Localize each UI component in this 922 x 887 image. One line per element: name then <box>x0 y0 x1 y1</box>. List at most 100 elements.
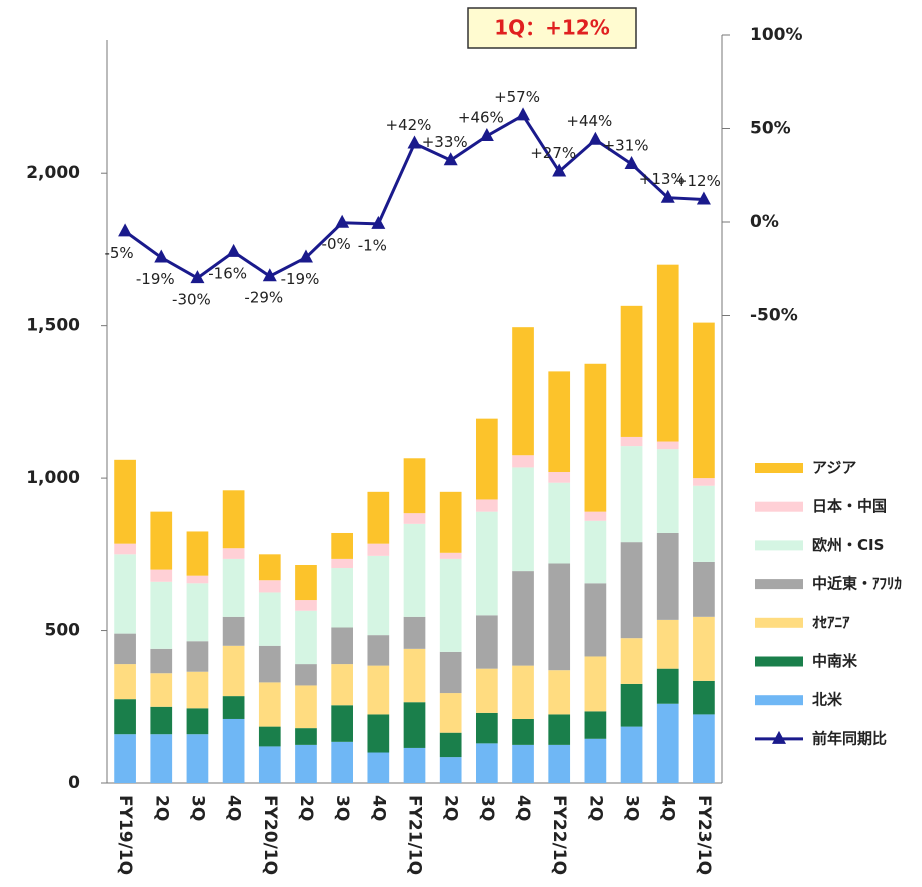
x-tick-label: FY23/1Q <box>694 795 714 875</box>
bar-segment <box>403 747 426 783</box>
bar-segment <box>656 703 679 783</box>
line-marker <box>660 189 675 203</box>
bar-segment <box>186 531 209 576</box>
bar-segment <box>367 635 390 666</box>
bar-segment <box>222 616 245 646</box>
bar-segment <box>476 499 498 512</box>
bar-segment <box>258 682 281 727</box>
bar-segment <box>186 708 209 735</box>
legend-swatch <box>755 617 803 628</box>
bar-segment <box>656 264 679 442</box>
bar-segment <box>403 648 426 703</box>
bar-segment <box>439 491 462 553</box>
line-marker <box>298 249 313 263</box>
line-marker <box>407 135 422 149</box>
bar-segment <box>403 513 426 524</box>
bar-segment <box>439 552 462 559</box>
bar-segment <box>476 418 498 500</box>
x-tick-label: 4Q <box>513 795 533 821</box>
bar-segment <box>584 656 607 712</box>
bar-segment <box>584 583 607 657</box>
bar-segment <box>331 741 353 783</box>
data-label: -29% <box>244 289 283 307</box>
y-tick-label: 1,500 <box>26 316 80 336</box>
bar-segment <box>367 665 390 715</box>
bar-segment <box>512 455 534 468</box>
bar-segment <box>512 467 534 572</box>
bar-segment <box>186 671 209 709</box>
bar-segment <box>403 523 426 617</box>
bar-segment <box>150 569 173 582</box>
bar-segment <box>439 693 462 733</box>
bar-segment <box>656 441 679 450</box>
line-marker <box>335 214 350 228</box>
bar-segment <box>656 532 679 620</box>
bar-segment <box>367 555 390 636</box>
bar-segment <box>114 633 136 665</box>
bar-segment <box>295 600 317 611</box>
data-label: +57% <box>494 88 540 106</box>
bar-segment <box>548 472 571 483</box>
data-label: +31% <box>603 137 649 155</box>
line-marker <box>371 215 386 229</box>
bar-segment <box>186 641 209 672</box>
bar-segment <box>656 449 679 533</box>
bar-segment <box>114 664 136 700</box>
data-label: -19% <box>281 270 320 288</box>
bar-segment <box>367 543 390 556</box>
legend-swatch <box>755 501 803 512</box>
bar-segment <box>476 511 498 616</box>
legend-label: ｵｾｱﾆｱ <box>812 613 850 631</box>
bar-segment <box>439 558 462 652</box>
x-tick-label: 3Q <box>332 795 352 821</box>
y-tick-label: 2,000 <box>26 163 80 183</box>
bar-segment <box>584 363 607 512</box>
x-tick-label: FY20/1Q <box>260 795 280 875</box>
bar-segment <box>258 726 281 747</box>
bar-segment <box>258 746 281 783</box>
x-tick-label: FY21/1Q <box>405 795 425 875</box>
x-tick-label: 2Q <box>585 795 605 821</box>
bar-segment <box>620 726 643 783</box>
x-tick-label: 2Q <box>441 795 461 821</box>
bar-segment <box>331 705 353 742</box>
bar-segment <box>656 668 679 704</box>
line-marker <box>226 243 241 257</box>
legend-label: 前年同期比 <box>812 729 887 747</box>
bar-segment <box>367 491 390 544</box>
bar-segment <box>222 696 245 719</box>
x-tick-label: 4Q <box>368 795 388 821</box>
bar-segment <box>403 616 426 649</box>
data-label: +33% <box>422 133 468 151</box>
bar-segment <box>222 490 245 549</box>
bar-segment <box>258 580 281 593</box>
bar-segment <box>331 664 353 706</box>
data-label: +12% <box>675 172 721 190</box>
bar-segment <box>548 482 571 564</box>
data-label: -1% <box>358 236 387 254</box>
data-label: -5% <box>104 244 133 262</box>
legend-label: 欧州・CIS <box>812 536 884 554</box>
line-marker <box>696 191 711 205</box>
bar-segment <box>186 734 209 783</box>
data-label: -16% <box>208 264 247 282</box>
bar-segment <box>548 744 571 783</box>
bar-segment <box>620 683 643 727</box>
bar-segment <box>476 743 498 783</box>
bar-segment <box>656 619 679 669</box>
bar-segment <box>331 627 353 665</box>
bar-segment <box>150 581 173 649</box>
line-marker <box>190 270 205 284</box>
bar-segment <box>150 673 173 707</box>
bar-segment <box>114 543 136 555</box>
bar-segment <box>584 520 607 584</box>
annotation: 1Q：+12% <box>494 16 610 40</box>
bar-segment <box>258 592 281 646</box>
x-tick-label: FY22/1Q <box>549 795 569 875</box>
bar-segment <box>114 734 136 783</box>
bar-segment <box>584 511 607 521</box>
bar-segment <box>476 712 498 744</box>
bar-segment <box>150 734 173 783</box>
bar-segment <box>476 668 498 713</box>
